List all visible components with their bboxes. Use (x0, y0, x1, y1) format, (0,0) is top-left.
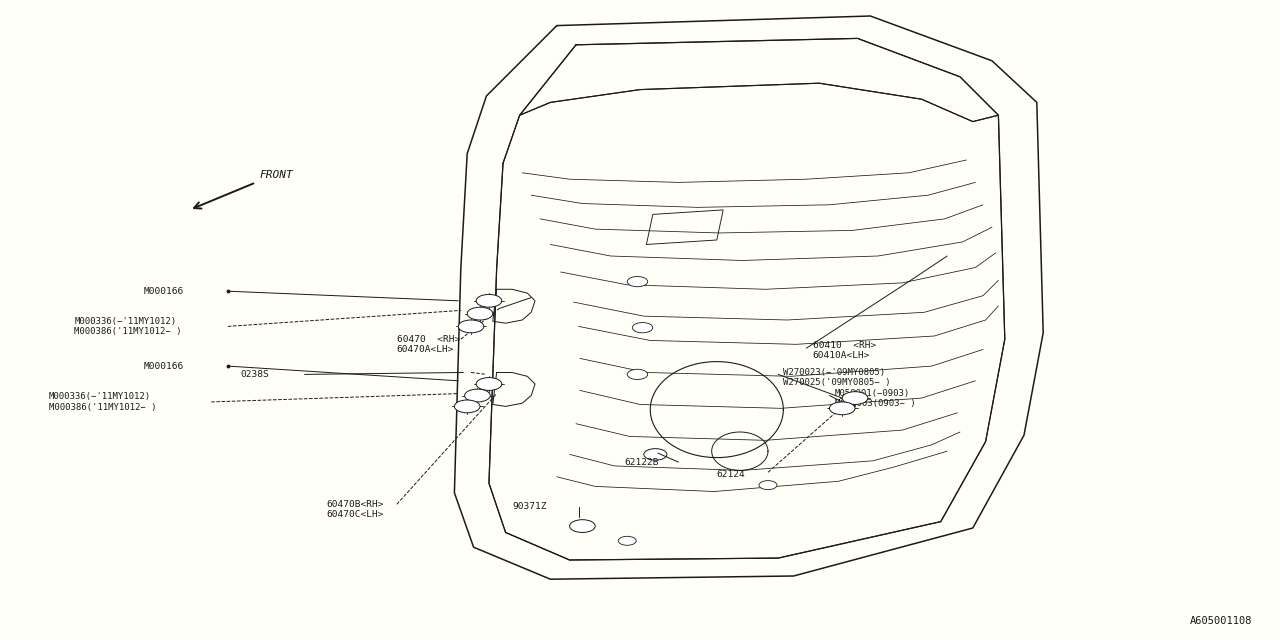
Text: W270023(−'09MY0805): W270023(−'09MY0805) (783, 368, 886, 377)
Circle shape (618, 536, 636, 545)
Text: 62124: 62124 (717, 470, 745, 479)
Circle shape (465, 389, 490, 402)
Circle shape (627, 276, 648, 287)
Text: M050003(0903− ): M050003(0903− ) (835, 399, 915, 408)
Circle shape (759, 481, 777, 490)
Text: W270025('09MY0805− ): W270025('09MY0805− ) (783, 378, 891, 387)
Text: 90371Z: 90371Z (512, 502, 547, 511)
Circle shape (829, 402, 855, 415)
Text: M000386('11MY1012− ): M000386('11MY1012− ) (49, 403, 156, 412)
Text: M000336(−'11MY1012): M000336(−'11MY1012) (49, 392, 151, 401)
Circle shape (476, 378, 502, 390)
Text: 60410  <RH>: 60410 <RH> (813, 341, 876, 350)
Text: 60470B<RH>: 60470B<RH> (326, 500, 384, 509)
Circle shape (842, 392, 868, 404)
Text: 60470C<LH>: 60470C<LH> (326, 510, 384, 519)
Text: 60410A<LH>: 60410A<LH> (813, 351, 870, 360)
Circle shape (454, 400, 480, 413)
Text: M000166: M000166 (143, 287, 183, 296)
Circle shape (644, 449, 667, 460)
Circle shape (458, 320, 484, 333)
Circle shape (476, 294, 502, 307)
Text: M000166: M000166 (143, 362, 183, 371)
Text: 60470A<LH>: 60470A<LH> (397, 345, 454, 354)
Text: 62122B: 62122B (625, 458, 659, 467)
Circle shape (570, 520, 595, 532)
Text: FRONT: FRONT (260, 170, 293, 180)
Circle shape (467, 307, 493, 320)
Text: 60470  <RH>: 60470 <RH> (397, 335, 460, 344)
Circle shape (627, 369, 648, 380)
Circle shape (632, 323, 653, 333)
Text: A605001108: A605001108 (1189, 616, 1252, 626)
Text: M000386('11MY1012− ): M000386('11MY1012− ) (74, 327, 182, 336)
Text: M000336(−'11MY1012): M000336(−'11MY1012) (74, 317, 177, 326)
Text: M050001(−0903): M050001(−0903) (835, 389, 910, 398)
Text: 0238S: 0238S (241, 370, 269, 379)
